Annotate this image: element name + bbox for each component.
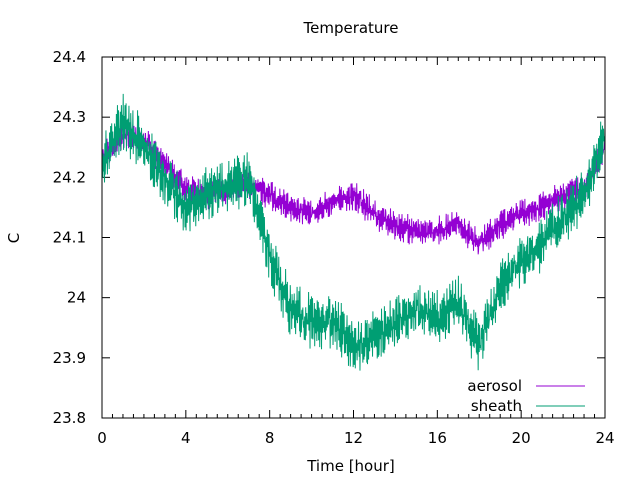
x-tick-label: 16 [428, 429, 447, 447]
y-axis-label: C [5, 233, 23, 243]
series-line-sheath [101, 93, 606, 371]
x-tick-label: 20 [512, 429, 531, 447]
axis-ticks: 0 4 8 12 16 20 24 23.8 23.9 24 24.1 24.2 24.3 24.4 [53, 48, 615, 447]
y-tick-label: 24.2 [53, 168, 86, 186]
y-tick-label: 24 [67, 289, 86, 307]
x-tick-label: 8 [265, 429, 275, 447]
legend-label-aerosol: aerosol [467, 377, 522, 395]
legend-label-sheath: sheath [471, 397, 522, 415]
x-tick-label: 4 [181, 429, 191, 447]
x-tick-label: 12 [344, 429, 363, 447]
y-tick-label: 24.1 [53, 229, 86, 247]
y-tick-label: 23.9 [53, 349, 86, 367]
plot-frame [101, 56, 606, 419]
y-tick-label: 24.3 [53, 108, 86, 126]
x-tick-label: 24 [595, 429, 614, 447]
legend: aerosol sheath [467, 377, 585, 415]
x-tick-label: 0 [97, 429, 107, 447]
y-tick-label: 23.8 [53, 409, 86, 427]
y-tick-label: 24.4 [53, 48, 86, 66]
series-line-aerosol [101, 122, 606, 255]
chart-title: Temperature [302, 19, 398, 37]
x-axis-label: Time [hour] [306, 457, 395, 475]
series-group [101, 93, 606, 371]
